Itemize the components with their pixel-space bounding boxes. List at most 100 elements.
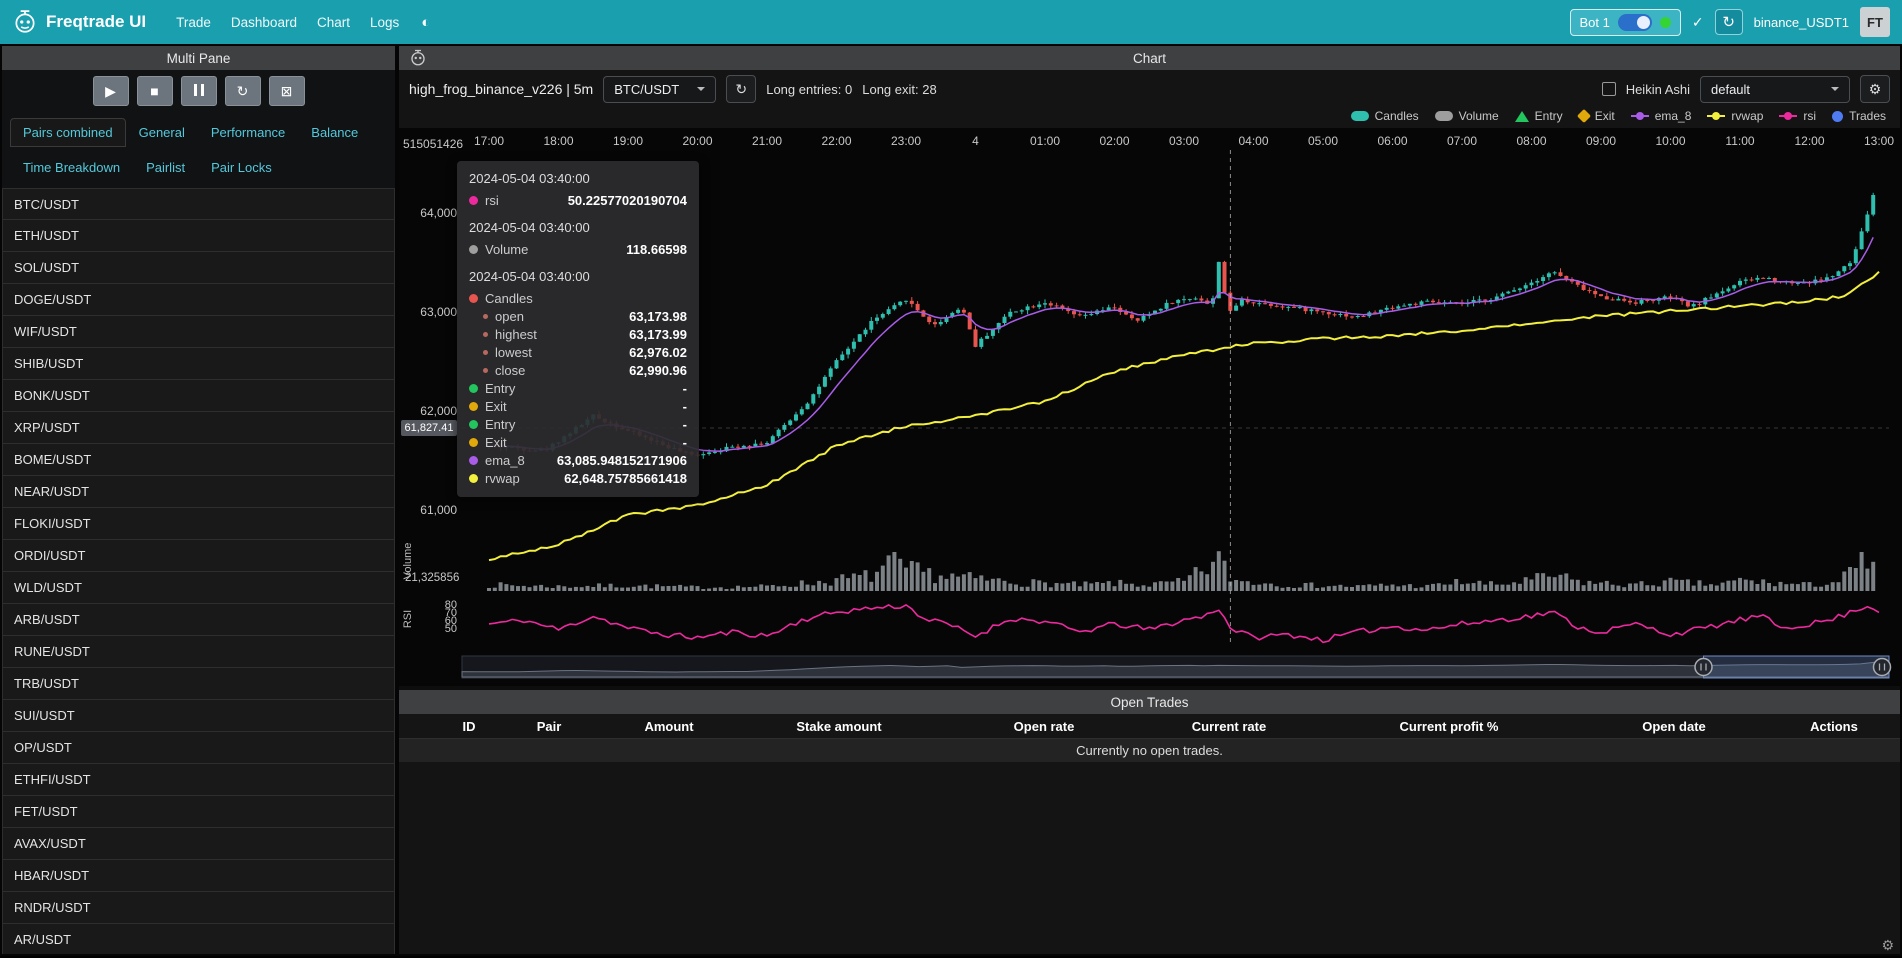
datazoom-handle-left[interactable] bbox=[1694, 657, 1713, 677]
legend-marker bbox=[1832, 110, 1844, 122]
legend-item-exit[interactable]: Exit bbox=[1576, 108, 1615, 124]
pair-list-item[interactable]: XRP/USDT bbox=[2, 412, 395, 444]
open-trades-table-header: ID Pair Amount Stake amount Open rate Current… bbox=[399, 714, 1900, 739]
svg-text:22:00: 22:00 bbox=[821, 134, 851, 148]
pause-button[interactable] bbox=[180, 76, 217, 106]
crosshair bbox=[462, 150, 1889, 642]
svg-text:20:00: 20:00 bbox=[682, 134, 712, 148]
pair-list-item[interactable]: BONK/USDT bbox=[2, 380, 395, 412]
legend-item-ema-8[interactable]: ema_8 bbox=[1630, 109, 1691, 123]
plot-config-select[interactable]: default bbox=[1700, 75, 1850, 103]
tooltip-row-volume: Volume 118.66598 bbox=[469, 240, 687, 258]
nav-item-dashboard[interactable]: Dashboard bbox=[230, 14, 297, 30]
price-chart[interactable]: 17:00 18:00 19:00 20:00 21:00 22:00 23:00 4 01:0… bbox=[399, 128, 1899, 686]
refresh-chart-button[interactable]: ↻ bbox=[726, 75, 757, 103]
pair-list-item[interactable]: ARB/USDT bbox=[2, 604, 395, 636]
open-trades-col-pair: Pair bbox=[536, 719, 562, 734]
play-button[interactable]: ▶ bbox=[92, 76, 129, 106]
series-marker bbox=[483, 331, 488, 337]
tab-pair-locks[interactable]: Pair Locks bbox=[211, 160, 272, 175]
chart-panel: Chart high_frog_binance_v226 | 5m BTC/US… bbox=[399, 46, 1900, 954]
pair-list-item[interactable]: DOGE/USDT bbox=[2, 284, 395, 316]
pair-list-item[interactable]: NEAR/USDT bbox=[2, 476, 395, 508]
svg-text:63,000: 63,000 bbox=[420, 305, 457, 319]
pair-list-item[interactable]: FET/USDT bbox=[2, 796, 395, 828]
bot-selector[interactable]: Bot 1 bbox=[1569, 8, 1681, 36]
chart-legend: Candles Volume Entry Exit ema_8 rvwap rsi Trade… bbox=[399, 108, 1900, 128]
pair-list-item[interactable]: AR/USDT bbox=[2, 924, 395, 954]
pair-list-item[interactable]: HBAR/USDT bbox=[2, 860, 395, 892]
nav-item-chart[interactable]: Chart bbox=[316, 14, 350, 30]
tab-performance[interactable]: Performance bbox=[210, 125, 286, 140]
pair-list-item[interactable]: WLD/USDT bbox=[2, 572, 395, 604]
pair-list-item[interactable]: SOL/USDT bbox=[2, 252, 395, 284]
pair-list-item[interactable]: FLOKI/USDT bbox=[2, 508, 395, 540]
avatar[interactable]: FT bbox=[1860, 7, 1890, 37]
plot-settings-button[interactable]: ⚙ bbox=[1860, 75, 1890, 103]
gear-icon[interactable]: ⚙ bbox=[1881, 937, 1894, 953]
pair-list-item[interactable]: TRB/USDT bbox=[2, 668, 395, 700]
tooltip-row-exit: Exit - bbox=[469, 397, 687, 415]
pair-select[interactable]: BTC/USDT bbox=[603, 75, 717, 103]
theme-toggle-icon[interactable]: ◐ bbox=[421, 13, 431, 31]
legend-label: rvwap bbox=[1731, 109, 1764, 123]
legend-item-candles[interactable]: Candles bbox=[1350, 109, 1419, 123]
pair-list-item[interactable]: OP/USDT bbox=[2, 732, 395, 764]
nav-item-logs[interactable]: Logs bbox=[369, 14, 400, 30]
legend-item-rvwap[interactable]: rvwap bbox=[1707, 109, 1763, 123]
tooltip-series-label: Entry bbox=[485, 380, 516, 396]
pair-list-item[interactable]: AVAX/USDT bbox=[2, 828, 395, 860]
reload-button[interactable]: ↻ bbox=[224, 76, 261, 106]
svg-text:515051426: 515051426 bbox=[403, 137, 463, 151]
legend-marker bbox=[1514, 110, 1529, 122]
multi-pane-header[interactable]: Multi Pane bbox=[2, 46, 395, 70]
tab-pairs-combined[interactable]: Pairs combined bbox=[10, 118, 126, 147]
pair-list-item[interactable]: RNDR/USDT bbox=[2, 892, 395, 924]
cancel-button[interactable]: ⊠ bbox=[268, 76, 305, 106]
tooltip-series-value: 63,173.99 bbox=[629, 326, 687, 342]
heikin-ashi-checkbox[interactable] bbox=[1601, 82, 1616, 96]
pair-list-item[interactable]: BTC/USDT bbox=[2, 188, 395, 220]
chart-panel-title: Chart bbox=[1132, 50, 1166, 66]
svg-text:10:00: 10:00 bbox=[1655, 134, 1685, 148]
pair-list-item[interactable]: SHIB/USDT bbox=[2, 348, 395, 380]
series-marker bbox=[469, 401, 478, 411]
long-entries-label: Long entries: 0 bbox=[766, 81, 853, 97]
series-marker bbox=[469, 473, 478, 483]
pair-list-item[interactable]: WIF/USDT bbox=[2, 316, 395, 348]
tab-pairlist[interactable]: Pairlist bbox=[146, 160, 186, 175]
svg-text:62,000: 62,000 bbox=[420, 404, 457, 418]
nav-item-trade[interactable]: Trade bbox=[176, 14, 211, 30]
pair-list-item[interactable]: BOME/USDT bbox=[2, 444, 395, 476]
legend-item-volume[interactable]: Volume bbox=[1434, 109, 1499, 123]
pair-list-item[interactable]: RUNE/USDT bbox=[2, 636, 395, 668]
legend-item-rsi[interactable]: rsi bbox=[1779, 109, 1816, 123]
svg-text:RSI: RSI bbox=[402, 610, 414, 628]
tooltip-series-value: 62,976.02 bbox=[629, 344, 687, 360]
tab-general[interactable]: General bbox=[138, 125, 185, 140]
tooltip-series-value: 62,648.75785661418 bbox=[564, 470, 687, 486]
tab-balance[interactable]: Balance bbox=[311, 125, 359, 140]
strategy-timeframe-label: high_frog_binance_v226 | 5m bbox=[409, 81, 594, 97]
series-marker bbox=[469, 293, 478, 303]
tooltip-series-label: Entry bbox=[485, 416, 516, 432]
datazoom-slider[interactable] bbox=[461, 655, 1892, 679]
svg-text:70: 70 bbox=[445, 607, 457, 619]
pair-list-item[interactable]: ETHFI/USDT bbox=[2, 764, 395, 796]
pair-list-item[interactable]: SUI/USDT bbox=[2, 700, 395, 732]
tooltip-row-exit: Exit - bbox=[469, 433, 687, 451]
legend-item-trades[interactable]: Trades bbox=[1832, 109, 1886, 123]
stop-button[interactable]: ■ bbox=[136, 76, 173, 106]
svg-text:18:00: 18:00 bbox=[543, 134, 573, 148]
pair-list-item[interactable]: ORDI/USDT bbox=[2, 540, 395, 572]
legend-item-entry[interactable]: Entry bbox=[1514, 109, 1563, 123]
chart-area[interactable]: 17:00 18:00 19:00 20:00 21:00 22:00 23:00 4 01:0… bbox=[399, 128, 1900, 686]
app-title: Freqtrade UI bbox=[46, 12, 147, 31]
refresh-bot-button[interactable]: ↻ bbox=[1714, 9, 1743, 35]
pair-list-item[interactable]: ETH/USDT bbox=[2, 220, 395, 252]
tab-time-breakdown[interactable]: Time Breakdown bbox=[23, 160, 121, 175]
datazoom-handle-right[interactable] bbox=[1872, 657, 1892, 677]
chart-panel-header[interactable]: Chart bbox=[399, 46, 1900, 70]
bot-toggle[interactable] bbox=[1617, 13, 1652, 31]
svg-text:Volume: Volume bbox=[402, 543, 414, 580]
